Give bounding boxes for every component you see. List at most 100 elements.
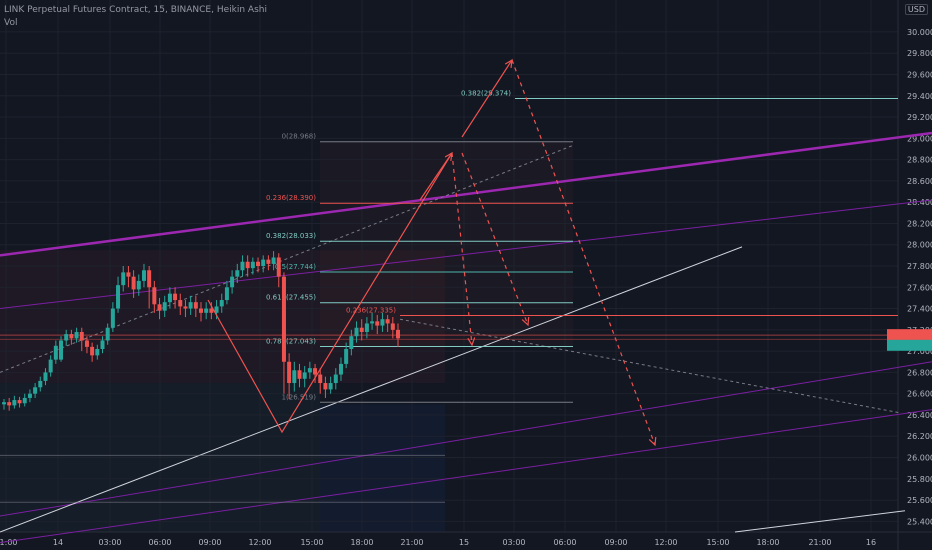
fib-level-label: 1(26.519) xyxy=(282,393,317,401)
candle-body xyxy=(126,272,131,277)
candle-body xyxy=(219,300,224,307)
y-tick-label: 28.800 xyxy=(907,156,932,165)
x-tick-label: 06:00 xyxy=(553,538,576,547)
candle-body xyxy=(375,321,380,326)
x-tick-label: 15:00 xyxy=(706,538,729,547)
projection-arrow-down-head xyxy=(467,337,476,347)
y-tick-label: 25.800 xyxy=(907,475,932,484)
candle-body xyxy=(2,402,6,405)
candle-body xyxy=(157,304,162,311)
candle-body xyxy=(105,327,110,341)
x-tick-label: 21:00 xyxy=(808,538,831,547)
candle-body xyxy=(12,400,17,406)
x-tick-label: 14 xyxy=(53,538,63,547)
candle-body xyxy=(250,261,255,269)
y-tick-label: 29.800 xyxy=(907,49,932,58)
y-tick-label: 25.400 xyxy=(907,517,932,526)
candle-body xyxy=(349,336,354,349)
candle-body xyxy=(354,327,359,337)
projection-arrow-down xyxy=(451,152,473,346)
y-tick-label: 27.400 xyxy=(907,305,932,314)
y-tick-label: 26.800 xyxy=(907,368,932,377)
candle-body xyxy=(261,259,266,266)
channel-line xyxy=(0,361,932,517)
y-tick-label: 25.600 xyxy=(907,496,932,505)
x-tick-label: 12:00 xyxy=(654,538,677,547)
x-tick-label: 21:00 xyxy=(400,538,423,547)
fib-level-label: 0.382(28.033) xyxy=(266,232,316,240)
candle-body xyxy=(64,334,69,341)
candle-body xyxy=(396,329,400,339)
candle-body xyxy=(141,270,146,281)
candle-body xyxy=(43,372,48,381)
candle-body xyxy=(214,306,219,313)
candle-body xyxy=(204,308,209,313)
y-tick-label: 27.000 xyxy=(907,347,932,356)
y-tick-label: 29.400 xyxy=(907,92,932,101)
fib-level-label: 0.618(27.455) xyxy=(266,294,316,302)
candle-body xyxy=(380,319,385,326)
candle-body xyxy=(38,380,43,388)
candle-body xyxy=(53,345,58,360)
candle-body xyxy=(121,272,126,286)
y-tick-label: 26.600 xyxy=(907,390,932,399)
candle-body xyxy=(95,348,100,356)
y-tick-label: 29.200 xyxy=(907,113,932,122)
candle-body xyxy=(338,363,343,375)
channel-line xyxy=(0,409,932,544)
candle-body xyxy=(178,300,183,307)
x-tick-label: 16 xyxy=(866,538,876,547)
candle-body xyxy=(100,340,105,349)
y-tick-label: 27.800 xyxy=(907,262,932,271)
candle-body xyxy=(287,361,292,384)
candle-body xyxy=(266,259,271,264)
channel-line xyxy=(0,131,932,257)
x-tick-label: 15:00 xyxy=(300,538,323,547)
projection-arrow-up-2 xyxy=(461,59,513,138)
currency-badge[interactable]: USD xyxy=(904,4,928,15)
projection-arrow-down-2 xyxy=(461,152,529,326)
candle-body xyxy=(359,327,364,332)
current-price-tag xyxy=(887,339,932,351)
fib-level-label: 0.236(28.390) xyxy=(266,194,316,202)
zone-blue xyxy=(320,404,445,532)
x-tick-label: 03:00 xyxy=(502,538,525,547)
fib-level-label: 0.236(27.335) xyxy=(346,306,396,314)
candle-body xyxy=(74,331,79,339)
candle-body xyxy=(281,276,286,362)
x-tick-label: 15 xyxy=(459,538,469,547)
candle-body xyxy=(59,340,64,360)
y-tick-label: 26.200 xyxy=(907,432,932,441)
y-tick-label: 30.000 xyxy=(907,28,932,37)
candle-body xyxy=(199,308,203,313)
candle-body xyxy=(297,370,302,379)
y-tick-label: 29.000 xyxy=(907,134,932,143)
candle-body xyxy=(235,270,240,277)
candle-body xyxy=(69,334,74,339)
candle-body xyxy=(84,340,89,347)
candle-body xyxy=(224,287,229,301)
candle-body xyxy=(364,323,369,332)
y-tick-label: 28.600 xyxy=(907,177,932,186)
trend-line xyxy=(0,246,743,533)
y-tick-label: 28.000 xyxy=(907,241,932,250)
candle-body xyxy=(116,285,121,309)
projection-arrow-down-3-head xyxy=(648,436,657,447)
candle-body xyxy=(302,372,307,379)
candle-body xyxy=(276,257,281,277)
candle-body xyxy=(292,370,297,384)
candle-body xyxy=(173,293,178,301)
y-tick-label: 26.400 xyxy=(907,411,932,420)
candle-body xyxy=(167,293,172,303)
candle-body xyxy=(193,302,198,309)
candle-body xyxy=(131,276,136,290)
candle-body xyxy=(256,261,261,266)
projection-arrow-down-2-head xyxy=(521,316,530,327)
candle-body xyxy=(162,302,167,311)
y-tick-label: 28.200 xyxy=(907,219,932,228)
x-tick-label: 03:00 xyxy=(98,538,121,547)
y-tick-label: 29.600 xyxy=(907,70,932,79)
projection-arrow-up xyxy=(419,152,453,201)
x-tick-label: 06:00 xyxy=(148,538,171,547)
